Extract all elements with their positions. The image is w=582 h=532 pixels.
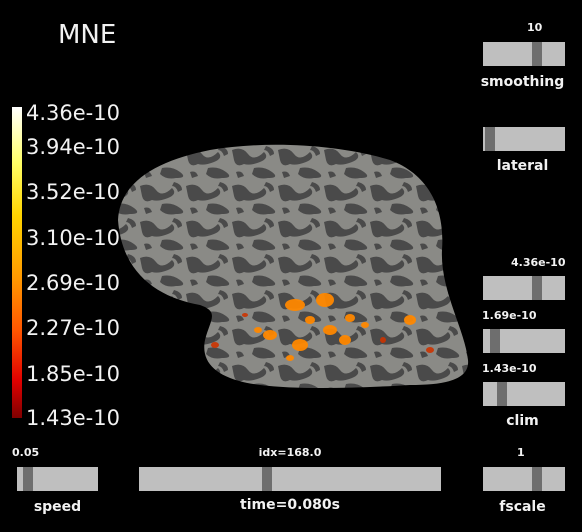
clim-low-slider-handle[interactable] — [497, 382, 507, 406]
fscale-slider-handle[interactable] — [532, 467, 542, 491]
colorbar-tick: 2.69e-10 — [26, 271, 120, 295]
colorbar-tick: 1.85e-10 — [26, 362, 120, 386]
smoothing-label: smoothing — [480, 74, 565, 90]
fscale-label: fscale — [499, 499, 546, 515]
colorbar — [12, 107, 22, 418]
clim-high-slider-handle[interactable] — [532, 276, 542, 300]
colorbar-tick: 1.43e-10 — [26, 406, 120, 430]
clim-low-value: 1.43e-10 — [482, 362, 537, 375]
colorbar-tick: 3.10e-10 — [26, 226, 120, 250]
plot-title: MNE — [58, 20, 117, 50]
time-label: time=0.080s — [240, 497, 340, 513]
smoothing-value: 10 — [527, 21, 543, 34]
time-slider[interactable] — [139, 467, 441, 491]
colorbar-tick: 3.94e-10 — [26, 135, 120, 159]
time-index-value: idx=168.0 — [258, 446, 322, 459]
speed-label: speed — [33, 499, 82, 515]
lateral-slider[interactable] — [483, 127, 565, 151]
smoothing-slider[interactable] — [483, 42, 565, 66]
colorbar-tick: 3.52e-10 — [26, 180, 120, 204]
clim-low-slider[interactable] — [483, 382, 565, 406]
colorbar-tick: 4.36e-10 — [26, 101, 120, 125]
fscale-slider[interactable] — [483, 467, 565, 491]
speed-value: 0.05 — [12, 446, 40, 459]
clim-mid-slider[interactable] — [483, 329, 565, 353]
lateral-slider-handle[interactable] — [485, 127, 495, 151]
time-slider-handle[interactable] — [262, 467, 272, 491]
smoothing-slider-handle[interactable] — [532, 42, 542, 66]
fscale-value: 1 — [517, 446, 525, 459]
colorbar-tick: 2.27e-10 — [26, 316, 120, 340]
clim-mid-slider-handle[interactable] — [490, 329, 500, 353]
clim-mid-value: 1.69e-10 — [482, 309, 537, 322]
clim-high-slider[interactable] — [483, 276, 565, 300]
speed-slider[interactable] — [17, 467, 98, 491]
lateral-label: lateral — [496, 158, 549, 174]
speed-slider-handle[interactable] — [23, 467, 33, 491]
clim-label: clim — [506, 413, 539, 429]
clim-high-value: 4.36e-10 — [511, 256, 566, 269]
